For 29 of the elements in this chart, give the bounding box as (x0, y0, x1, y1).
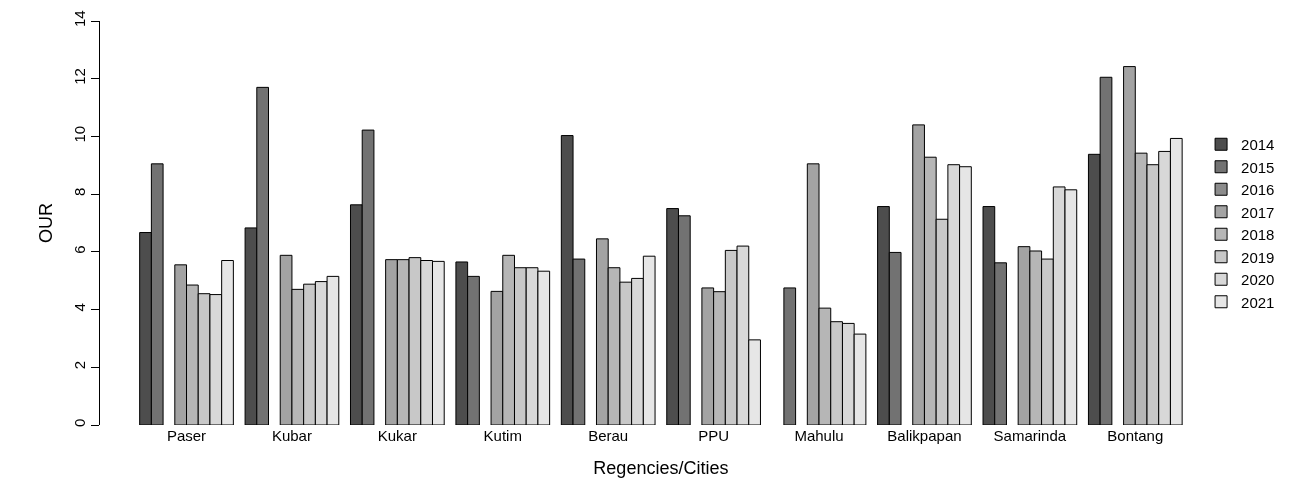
legend-label: 2019 (1241, 248, 1275, 266)
x-tick-label: Samarinda (993, 427, 1067, 444)
legend-label: 2015 (1241, 158, 1275, 176)
x-tick-label: Kukar (377, 427, 417, 444)
y-tick-label: 8 (71, 187, 88, 197)
y-tick-label: 6 (71, 245, 88, 254)
x-tick-label: Berau (588, 427, 629, 444)
x-tick-label: Bontang (1107, 427, 1164, 444)
y-tick-label: 14 (71, 10, 88, 28)
y-tick-label: 10 (71, 125, 88, 143)
x-tick-label: Balikpapan (887, 427, 962, 444)
y-tick-label: 2 (71, 360, 88, 370)
x-tick-label: Mahulu (794, 427, 844, 444)
x-axis-title: Regencies/Cities (593, 458, 729, 479)
x-tick-label: PPU (698, 427, 730, 444)
legend-label: 2016 (1241, 181, 1275, 199)
bar (783, 287, 797, 425)
legend-label: 2014 (1241, 136, 1275, 154)
legend-label: 2020 (1241, 271, 1275, 289)
legend-label: 2021 (1241, 293, 1275, 311)
y-tick-label: 0 (71, 418, 88, 427)
y-tick-label: 4 (71, 303, 88, 312)
y-tick-label: 12 (71, 68, 88, 85)
y-axis-title: OUR (36, 203, 57, 243)
x-tick-label: Kubar (271, 427, 312, 444)
x-tick-label: Paser (166, 427, 207, 444)
legend-label: 2017 (1241, 203, 1275, 221)
x-tick-label: Kutim (483, 427, 522, 444)
legend-label: 2018 (1241, 226, 1275, 244)
